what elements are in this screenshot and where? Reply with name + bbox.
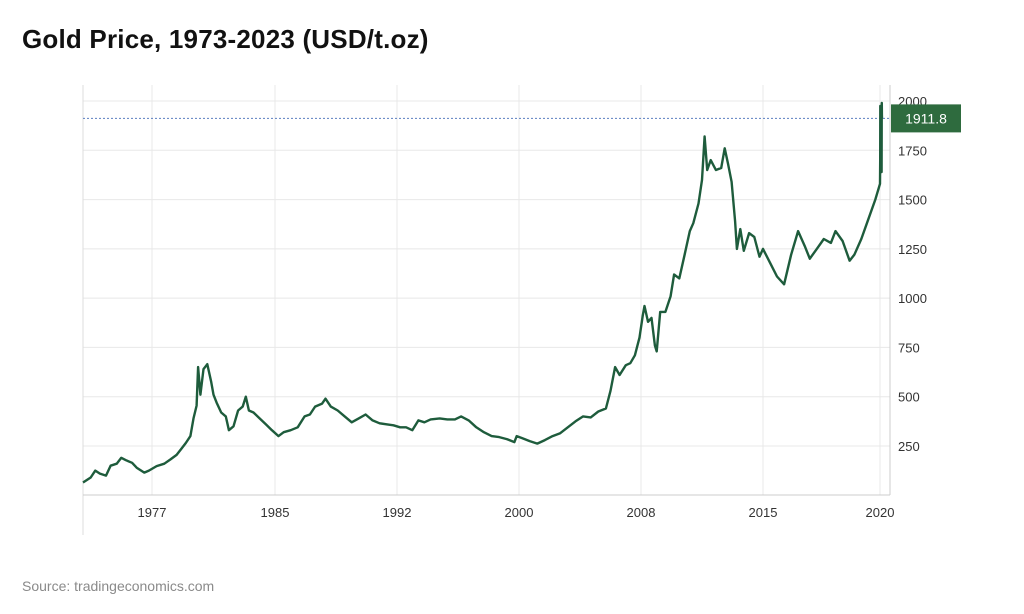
x-tick-label: 1977 [138,505,167,520]
chart-title: Gold Price, 1973-2023 (USD/t.oz) [22,24,429,54]
y-tick-label: 250 [898,439,920,454]
y-tick-label: 1750 [898,143,927,158]
gold-price-line [82,101,884,484]
y-tick-label: 750 [898,340,920,355]
last-value-badge: 1911.8 [891,104,961,133]
last-value-badge-background [891,104,961,133]
x-tick-label: 1992 [383,505,412,520]
y-tick-label: 500 [898,390,920,405]
source-note: Source: tradingeconomics.com [22,578,215,594]
y-tick-label: 1000 [898,291,927,306]
y-tick-label: 1250 [898,242,927,257]
grid-lines [82,85,891,535]
x-tick-label: 1985 [261,505,290,520]
x-axis-ticks: 1977 1985 1992 2000 2008 2015 2020 [138,505,895,520]
x-tick-label: 2015 [749,505,778,520]
x-tick-label: 2020 [866,505,895,520]
last-value-label: 1911.8 [905,110,947,126]
y-tick-label: 1500 [898,193,927,208]
x-tick-label: 2008 [627,505,656,520]
x-tick-label: 2000 [505,505,534,520]
